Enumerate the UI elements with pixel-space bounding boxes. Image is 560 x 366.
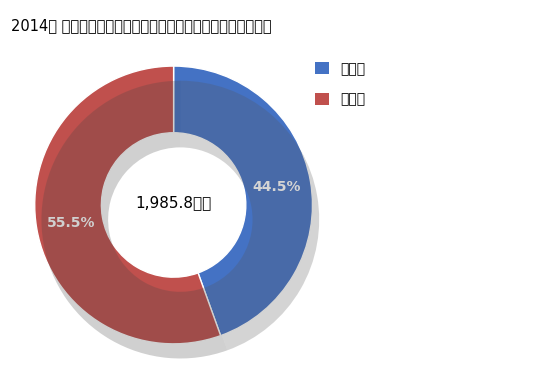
Text: 55.5%: 55.5% xyxy=(46,216,95,230)
Wedge shape xyxy=(174,66,312,336)
Legend: 卸売業, 小売業: 卸売業, 小売業 xyxy=(315,62,365,107)
Wedge shape xyxy=(35,66,221,344)
Text: 44.5%: 44.5% xyxy=(252,180,301,194)
Text: 2014年 商業年間商品販売額にしめる卸売業と小売業のシェア: 2014年 商業年間商品販売額にしめる卸売業と小売業のシェア xyxy=(11,18,272,33)
Text: 1,985.8億円: 1,985.8億円 xyxy=(136,195,212,210)
Wedge shape xyxy=(41,81,227,358)
Wedge shape xyxy=(180,81,319,350)
